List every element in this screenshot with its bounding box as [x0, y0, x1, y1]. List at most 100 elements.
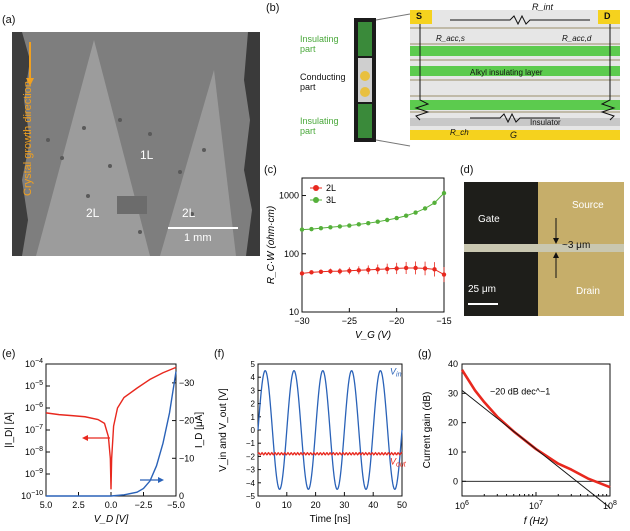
data-point-3L: [385, 217, 390, 223]
data-point-2L: [422, 266, 428, 271]
x-tick-label: 10: [282, 500, 292, 510]
growth-direction-label: Crystal growth direction: [22, 81, 34, 196]
label-d-gap: ~3 μm: [562, 240, 591, 251]
data-point-2L: [394, 266, 399, 271]
label-d-drain: Drain: [576, 286, 600, 297]
data-point-2L: [309, 270, 314, 275]
y-left-tick-label: 10−8: [25, 446, 43, 457]
y-tick-label: −3: [246, 466, 256, 475]
y-tick-label: −4: [246, 479, 256, 488]
scale-bar-label: 1 mm: [184, 232, 212, 244]
panel-c: (c) −30 −25 −20 −15 10 100 1000 V_G (V) R_C·W (o…: [262, 160, 458, 350]
y-tick-label: 20: [448, 418, 458, 428]
x-tick-label: 107: [529, 500, 543, 511]
chart-c: −30 −25 −20 −15 10 100 1000 V_G (V) R_C·W (ohm·c…: [266, 177, 452, 341]
label-r-acc-d: R_acc,d: [562, 34, 592, 43]
y-right-tick-label: 0: [179, 491, 184, 501]
series-label-vin: Vin: [390, 367, 402, 379]
x-tick-label: 0: [255, 500, 260, 510]
y-axis-label: V_in and V_out [V]: [218, 388, 229, 472]
data-point-2L: [356, 268, 361, 273]
data-point-3L: [403, 213, 409, 218]
y-left-tick-label: 10−6: [25, 402, 43, 413]
data-point-2L: [337, 269, 343, 274]
data-point-2L: [347, 268, 352, 273]
data-point-3L: [441, 190, 447, 196]
series-line-V_out: [257, 451, 403, 456]
x-tick-label: 5.0: [40, 500, 53, 510]
y-left-tick-label: 10−9: [25, 468, 43, 479]
y-right-tick-label: −30: [179, 378, 194, 388]
series-line-left: [45, 366, 177, 490]
x-tick-label: −30: [294, 316, 309, 326]
legend-marker: [313, 185, 319, 191]
data-point-2L: [413, 265, 418, 271]
y-left-tick-label: 10−7: [25, 424, 43, 435]
data-point-3L: [318, 225, 324, 231]
label-alkyl-layer: Alkyl insulating layer: [470, 68, 543, 77]
panel-f: (f) 0 10 20 30 40 50 −5 −4 −3 −2 −1 0 1 2 3 4 5 Time [ns]…: [212, 340, 414, 531]
x-tick-label: 30: [339, 500, 349, 510]
y-tick-label: 10: [289, 307, 299, 317]
y-tick-label: 1000: [279, 191, 299, 201]
x-tick-label: −20: [389, 316, 404, 326]
panel-a-micrograph: [12, 32, 260, 256]
data-point-2L: [328, 269, 333, 274]
chart-f: 0 10 20 30 40 50 −5 −4 −3 −2 −1 0 1 2 3 4 5 Time [ns] V_in…: [218, 360, 407, 525]
y-tick-label: 4: [251, 373, 256, 382]
data-point-3L: [356, 222, 361, 227]
legend-label-2L: 2L: [326, 183, 336, 193]
panel-d: (d) Gate Source Drain ~3 μm 25 μm: [456, 160, 630, 320]
domain-1L-label: 1L: [140, 148, 154, 162]
x-tick-label: −25: [342, 316, 357, 326]
y-tick-label: −1: [246, 439, 256, 448]
panel-label-e: (e): [2, 348, 16, 360]
data-point-3L: [337, 224, 343, 229]
data-point-3L: [309, 226, 314, 232]
x-axis-label: V_D [V]: [94, 514, 129, 525]
label-r-ch: R_ch: [450, 128, 469, 137]
series-line-V_in: [257, 370, 403, 490]
panel-label-d: (d): [460, 164, 474, 176]
data-point-2L: [385, 266, 390, 272]
y-tick-label: 5: [251, 360, 256, 369]
slope-annotation: −20 dB dec^−1: [490, 386, 550, 396]
label-d-source: Source: [572, 200, 604, 211]
series-line-right: [46, 371, 177, 497]
y-left-axis-label: |I_D| [A]: [4, 412, 15, 448]
x-tick-label: −5.0: [167, 500, 185, 510]
label-insulator: Insulator: [530, 118, 561, 127]
data-point-3L: [375, 219, 380, 224]
x-tick-label: 20: [311, 500, 321, 510]
series-label-vout: Vout: [390, 456, 407, 468]
panel-label-a: (a): [2, 14, 16, 26]
data-point-3L: [366, 220, 371, 226]
chart-e: 5.0 2.5 0.0 −2.5 −5.0 10−10 10−9 10−8 10−7 10−6 10…: [4, 358, 205, 525]
label-insulating-top: Insulating part: [300, 34, 339, 54]
label-source-S: S: [416, 11, 423, 21]
y-right-tick-label: −20: [179, 416, 194, 426]
data-point-3L: [413, 210, 418, 215]
data-point-2L: [441, 272, 447, 277]
panel-b-schematic: [354, 10, 620, 147]
y-tick-label: 3: [251, 386, 256, 395]
data-point-3L: [328, 225, 333, 230]
x-tick-label: 106: [455, 500, 469, 511]
x-tick-label: 0.0: [105, 500, 118, 510]
panel-g: (g) 106 107 108 0 10 20 30 40 f (Hz) Current gain…: [414, 340, 630, 531]
right-axis-arrowhead: [158, 477, 164, 483]
y-tick-label: 30: [448, 388, 458, 398]
x-tick-label: −15: [436, 316, 451, 326]
label-r-int: R_int: [532, 2, 554, 12]
panel-a: (a) Crystal growth direction 1L 2L 2L 1 …: [0, 0, 262, 260]
label-insulating-bottom: Insulating part: [300, 116, 339, 136]
y-tick-label: 0: [251, 426, 256, 435]
data-point-3L: [347, 223, 352, 228]
y-left-tick-label: 10−5: [25, 380, 43, 391]
plot-frame: [301, 177, 445, 313]
panel-label-b: (b): [266, 2, 280, 14]
data-point-2L: [375, 267, 380, 272]
y-tick-label: −5: [246, 492, 256, 501]
panel-b: (b) Insulating part Conducting part Insu…: [266, 0, 630, 150]
y-right-axis-label: I_D [μA]: [194, 412, 205, 449]
